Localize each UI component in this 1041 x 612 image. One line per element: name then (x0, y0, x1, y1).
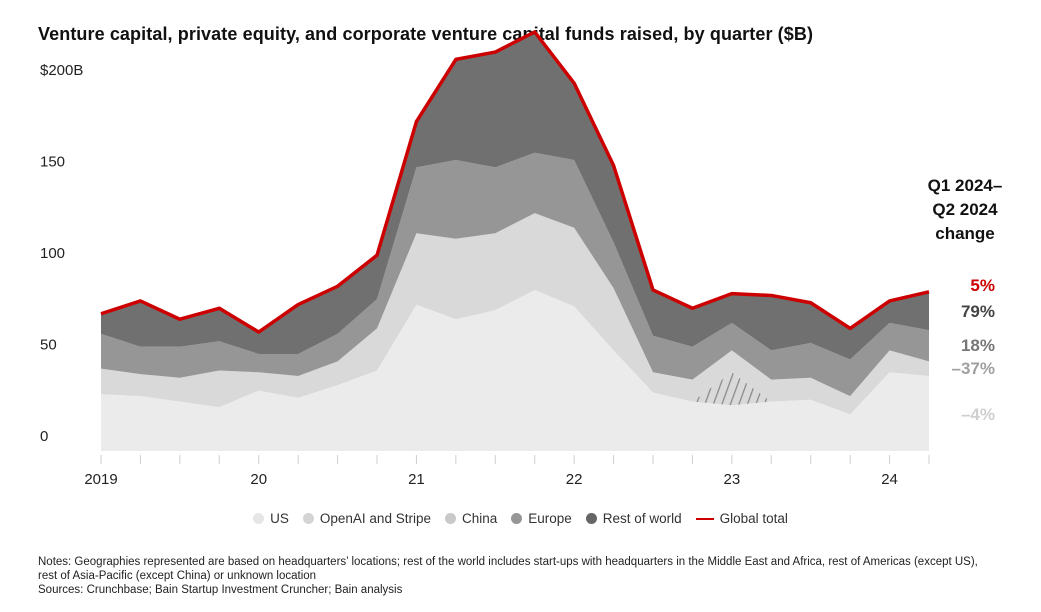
legend-line-icon (695, 517, 714, 520)
change-header: Q1 2024– Q2 2024 change (900, 174, 1030, 246)
change-header-line: change (935, 224, 995, 243)
legend-swatch-icon (253, 513, 265, 524)
change-europe: 18% (960, 336, 995, 355)
legend-label: Europe (528, 511, 572, 526)
y-tick-label: 0 (40, 428, 48, 445)
notes-text: Notes: Geographies represented are based… (38, 556, 978, 582)
legend-label: OpenAI and Stripe (319, 511, 431, 526)
area-china (101, 213, 929, 415)
x-tick-label: 20 (250, 471, 267, 488)
y-tick-label: $200B (40, 62, 83, 79)
area-layers (101, 31, 929, 451)
area-europe (101, 152, 929, 397)
legend-item-rest-of-world: Rest of world (585, 511, 682, 526)
change-us: –4% (960, 405, 995, 424)
change-global-total: 5% (970, 276, 995, 295)
x-tick-label: 23 (724, 471, 741, 488)
x-axis: 2019 20 21 22 23 24 (84, 455, 930, 488)
legend-item-china: China (444, 511, 498, 526)
legend-item-openai-stripe: OpenAI and Stripe (302, 511, 431, 526)
y-axis: 0 50 100 150 $200B (40, 62, 83, 445)
x-tick-label: 22 (566, 471, 583, 488)
change-rest-of-world: 79% (960, 302, 995, 321)
legend-label: China (461, 511, 498, 526)
change-header-line: Q2 2024 (932, 200, 998, 219)
area-openai-and-stripe (101, 289, 929, 415)
area-us (101, 289, 929, 451)
legend: US OpenAI and Stripe China Europe Rest o… (0, 511, 1041, 526)
legend-label: Rest of world (602, 511, 682, 526)
global-total-line (100, 30, 930, 334)
y-tick-label: 50 (40, 337, 57, 354)
change-header-line: Q1 2024– (927, 176, 1003, 195)
global-total-layer (100, 30, 930, 334)
legend-item-us: US (253, 511, 289, 526)
legend-swatch-icon (444, 513, 456, 524)
y-tick-label: 150 (40, 154, 65, 171)
notes: Notes: Geographies represented are based… (38, 555, 998, 597)
legend-label: Global total (719, 511, 788, 526)
legend-item-europe: Europe (511, 511, 572, 526)
x-tick-label: 2019 (84, 471, 117, 488)
x-tick-label: 21 (408, 471, 425, 488)
legend-item-global-total: Global total (695, 511, 788, 526)
change-china: –37% (951, 359, 995, 378)
sources-text: Sources: Crunchbase; Bain Startup Invest… (38, 584, 403, 596)
y-tick-label: 100 (40, 245, 65, 262)
x-tick-label: 24 (881, 471, 898, 488)
legend-label: US (270, 511, 289, 526)
legend-swatch-icon (302, 513, 314, 524)
legend-swatch-icon (585, 513, 597, 524)
legend-swatch-icon (511, 513, 523, 524)
chart-title: Venture capital, private equity, and cor… (38, 24, 814, 44)
